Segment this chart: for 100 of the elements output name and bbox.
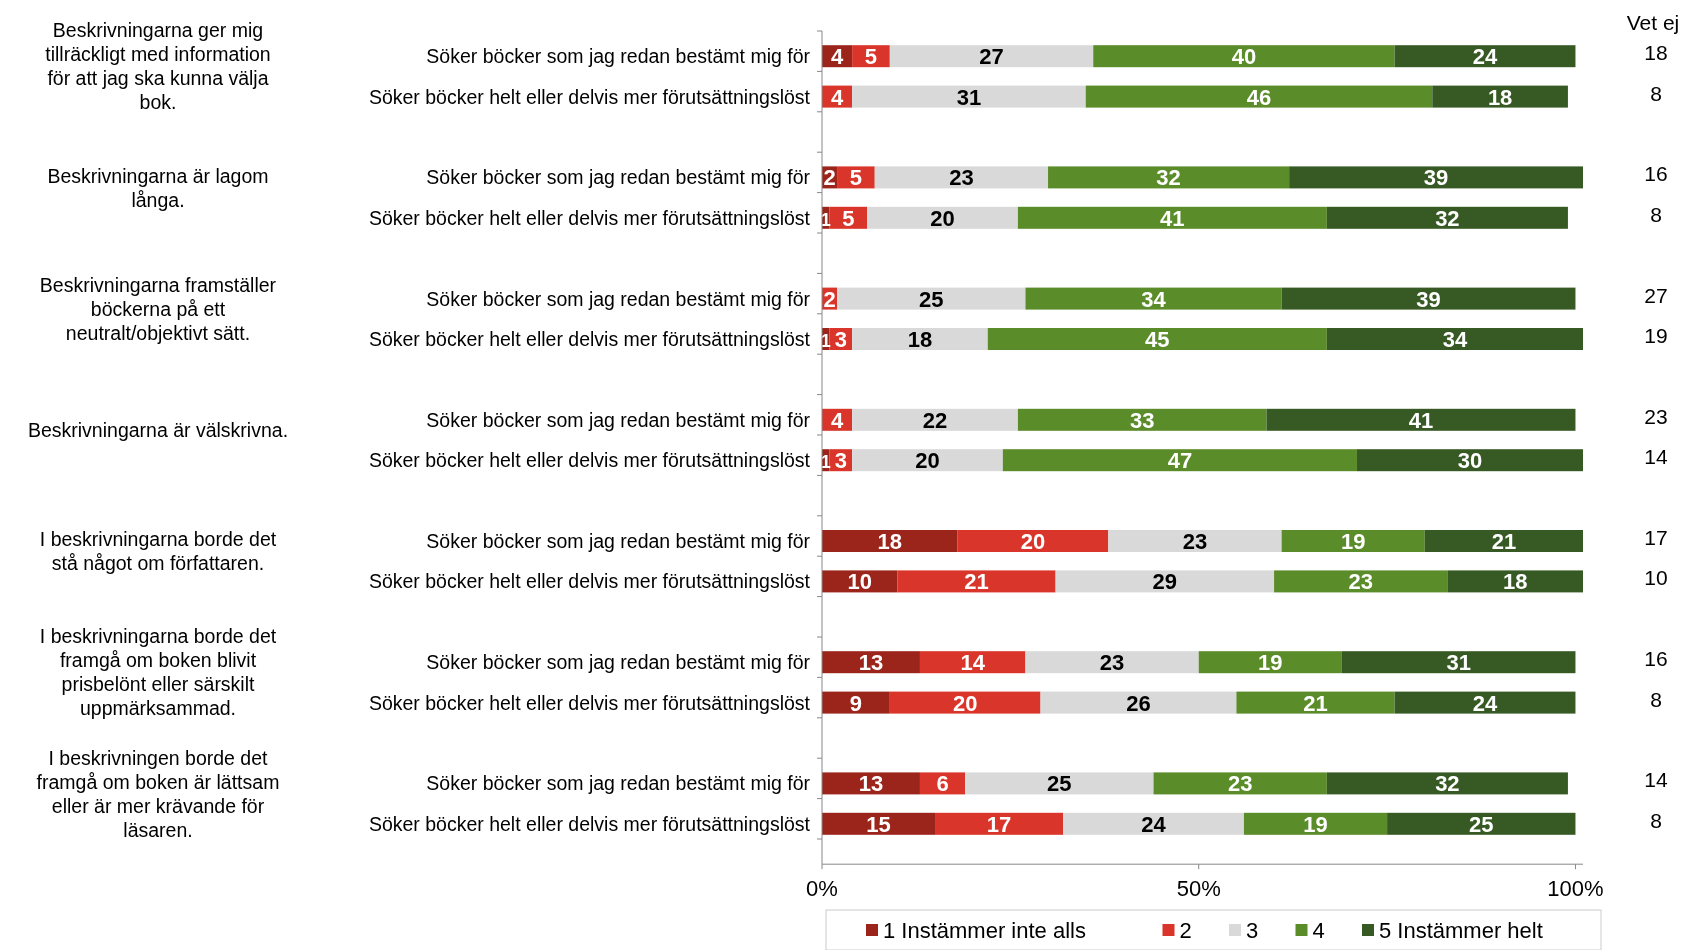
- text: 8: [1650, 808, 1662, 832]
- y-tick-label: Söker böcker som jag redan bestämt mig för: [426, 651, 811, 674]
- data-label: 34: [1442, 327, 1468, 352]
- data-label: 29: [1152, 569, 1178, 595]
- data-label: 39: [1416, 286, 1441, 312]
- text: Beskrivningarna är lagom långa.: [47, 164, 269, 211]
- data-label: 18: [877, 529, 903, 554]
- text: 8: [1650, 81, 1662, 105]
- data-label: 47: [1167, 448, 1193, 474]
- y-tick-label: Söker böcker som jag redan bestämt mig för: [426, 408, 811, 431]
- data-label: 31: [956, 84, 982, 110]
- data-label: 20: [930, 205, 955, 231]
- legend-label: 2: [1179, 918, 1192, 943]
- data-label: 3: [834, 327, 847, 352]
- text: 27: [1644, 283, 1668, 307]
- data-label: 20: [952, 690, 978, 716]
- data-label: 22: [922, 407, 948, 433]
- data-label: 20: [1020, 529, 1046, 554]
- data-label: 32: [1435, 205, 1460, 231]
- data-label: 23: [949, 165, 974, 191]
- data-label: 5: [864, 44, 878, 70]
- x-tick-label: 100%: [1547, 876, 1604, 902]
- legend-label: 5 Instämmer helt: [1379, 918, 1543, 943]
- text: 8: [1650, 687, 1662, 711]
- data-label: 21: [964, 569, 989, 595]
- y-tick-label: Söker böcker helt eller delvis mer förutsättningslöst: [368, 812, 811, 835]
- y-tick-label: Söker böcker helt eller delvis mer förutsättningslöst: [368, 85, 811, 108]
- text: 8: [1650, 202, 1662, 226]
- data-label: 15: [866, 811, 891, 837]
- data-label: 31: [1446, 650, 1471, 676]
- data-label: 18: [1502, 569, 1528, 595]
- text: I beskrivningarna borde det stå något om författaren.: [39, 528, 277, 575]
- data-label: 14: [960, 650, 986, 676]
- x-tick-label: 50%: [1176, 876, 1221, 902]
- data-label: 4: [830, 84, 844, 110]
- data-label: 33: [1129, 407, 1155, 433]
- data-label: 23: [1227, 771, 1253, 797]
- data-label: 25: [1469, 811, 1494, 837]
- y-tick-label: Söker böcker helt eller delvis mer förutsättningslöst: [368, 691, 811, 714]
- data-label: 9: [849, 690, 863, 716]
- data-label: 24: [1141, 811, 1167, 837]
- data-label: 23: [1182, 529, 1208, 554]
- y-tick-label: Söker böcker helt eller delvis mer förutsättningslöst: [368, 570, 811, 593]
- y-tick-label: Söker böcker som jag redan bestämt mig för: [426, 530, 811, 552]
- data-label: 1: [820, 331, 831, 351]
- data-label: 5: [849, 165, 863, 191]
- data-label: 32: [1435, 771, 1460, 797]
- data-label: 19: [1258, 650, 1283, 676]
- y-tick-label: Söker böcker som jag redan bestämt mig för: [426, 772, 811, 795]
- x-tick-label: 0%: [806, 876, 838, 902]
- y-tick-label: Söker böcker helt eller delvis mer förutsättningslöst: [368, 328, 811, 350]
- data-label: 32: [1156, 165, 1181, 191]
- y-tick-label: Söker böcker helt eller delvis mer förutsättningslöst: [368, 206, 811, 229]
- data-label: 1: [820, 209, 831, 230]
- data-label: 18: [907, 327, 933, 352]
- data-label: 19: [1340, 529, 1366, 554]
- data-label: 2: [823, 286, 836, 312]
- text: Vet ej: [1626, 11, 1680, 34]
- data-label: 40: [1231, 44, 1257, 70]
- y-tick-label: Söker böcker helt eller delvis mer förutsättningslöst: [368, 449, 811, 472]
- data-label: 17: [986, 811, 1012, 837]
- data-label: 20: [915, 448, 940, 474]
- text: 16: [1644, 162, 1668, 186]
- text: Beskrivningarna ger mig tillräckligt med information för att jag ska kunna välja bok.: [45, 19, 271, 114]
- data-label: 23: [1099, 650, 1125, 676]
- data-label: 34: [1141, 286, 1167, 312]
- data-label: 10: [847, 569, 872, 595]
- data-label: 24: [1472, 44, 1499, 70]
- data-label: 5: [842, 205, 855, 231]
- data-label: 21: [1491, 529, 1517, 554]
- data-label: 45: [1145, 327, 1170, 352]
- data-label: 18: [1487, 84, 1513, 110]
- data-label: 1: [820, 452, 831, 473]
- data-label: 30: [1457, 448, 1483, 474]
- data-label: 4: [830, 44, 844, 70]
- y-tick-label: Söker böcker som jag redan bestämt mig för: [426, 166, 811, 189]
- data-label: 24: [1472, 690, 1499, 716]
- data-label: 46: [1246, 84, 1272, 110]
- data-label: 13: [858, 650, 884, 676]
- data-label: 13: [858, 771, 884, 797]
- legend-label: 4: [1312, 918, 1325, 943]
- data-label: 27: [979, 44, 1004, 70]
- data-label: 26: [1126, 690, 1151, 716]
- legend-label: 3: [1246, 918, 1259, 943]
- data-label: 39: [1423, 165, 1449, 191]
- text: 18: [1644, 41, 1668, 65]
- data-label: 2: [823, 165, 836, 191]
- text: Beskrivningarna är välskrivna.: [27, 419, 289, 441]
- data-label: 3: [834, 448, 847, 474]
- y-tick-label: Söker böcker som jag redan bestämt mig för: [426, 45, 811, 68]
- text: 23: [1644, 404, 1668, 428]
- text: I beskrivningarna borde det framgå om boken blivit prisbelönt eller särskilt uppmärksammad.: [39, 625, 277, 720]
- text: Beskrivningarna framställer böckerna på ett neutralt/objektivt sätt.: [39, 273, 277, 344]
- text: I beskrivningen borde det framgå om boken är lättsam eller är mer krävande för läsaren.: [36, 746, 280, 841]
- data-label: 25: [1047, 771, 1072, 797]
- data-label: 21: [1303, 690, 1328, 716]
- y-tick-label: Söker böcker som jag redan bestämt mig för: [426, 287, 811, 310]
- data-label: 25: [919, 286, 944, 312]
- data-label: 41: [1408, 407, 1434, 433]
- data-label: 23: [1348, 569, 1373, 595]
